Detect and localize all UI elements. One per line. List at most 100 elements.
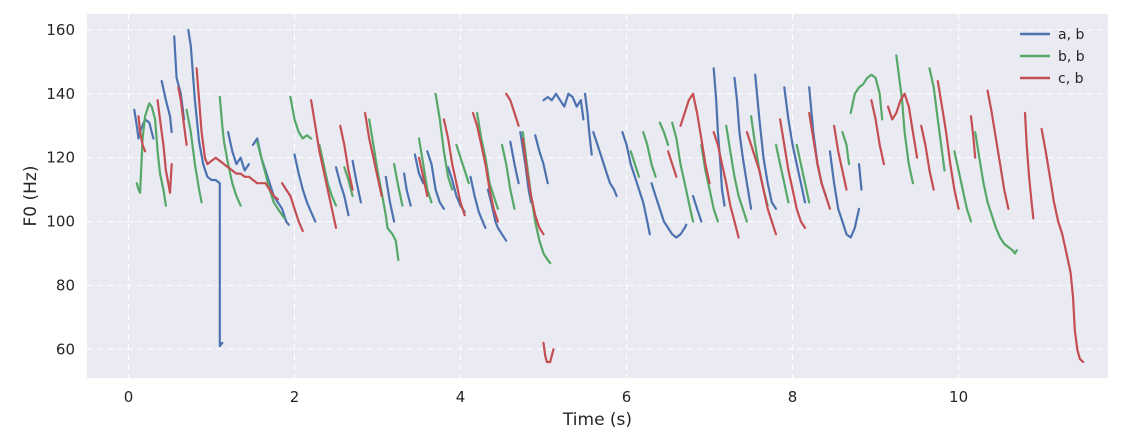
series-line-segment (521, 137, 545, 236)
series-3 (137, 67, 1085, 364)
series-line-segment (1023, 111, 1035, 220)
series-line-segment (417, 137, 433, 204)
x-tick-label: 8 (788, 388, 798, 406)
series-line-segment (621, 131, 651, 236)
series-line-segment (725, 124, 749, 223)
series-line-segment (592, 131, 618, 198)
series-line-segment (505, 92, 520, 127)
series-line-segment (177, 86, 188, 146)
legend-label: a, b (1058, 27, 1084, 43)
series-line-segment (808, 111, 832, 210)
x-tick-label: 10 (949, 388, 968, 406)
series-line-segment (658, 121, 670, 146)
series-line-segment (534, 134, 549, 185)
series-line-segment (368, 118, 400, 261)
series-line-segment (666, 150, 678, 178)
y-tick-label: 100 (46, 213, 75, 231)
series-line-segment (857, 163, 863, 191)
series-line-segment (434, 92, 454, 191)
y-tick-label: 80 (56, 276, 75, 294)
series-line-segment (160, 79, 173, 134)
legend-label: c, b (1058, 71, 1084, 87)
x-tick-label: 2 (290, 388, 300, 406)
series-line-segment (334, 166, 350, 217)
series-line-segment (293, 153, 317, 223)
series-line-segment (343, 166, 354, 198)
series-line-segment (832, 124, 848, 191)
series-line-segment (339, 124, 354, 191)
series-line-segment (828, 150, 861, 239)
series-line-segment (712, 131, 740, 239)
series-line-segment (642, 131, 657, 178)
series-line-segment (318, 143, 338, 207)
series-line-segment (289, 95, 313, 140)
x-tick-label: 4 (456, 388, 466, 406)
series-line-segment (795, 143, 811, 204)
series-line-segment (310, 99, 338, 229)
series-line-segment (135, 102, 167, 207)
x-tick-label: 0 (124, 388, 134, 406)
series-line-segment (486, 188, 508, 242)
series-line-segment (733, 76, 753, 210)
y-tick-label: 60 (56, 340, 75, 358)
series-line-segment (185, 108, 203, 204)
tick-labels: 0 2 4 6 8 10 60 80 100 120 140 160 (46, 21, 968, 406)
y-tick-label: 140 (46, 85, 75, 103)
series-line-segment (351, 159, 362, 204)
series-line-segment (500, 143, 516, 210)
series-line-segment (509, 140, 520, 185)
series-line-segment (455, 143, 470, 185)
series-line-segment (403, 172, 412, 207)
x-axis-label: Time (s) (562, 410, 632, 430)
series-line-segment (393, 163, 404, 207)
series-line-segment (413, 153, 425, 185)
series-line-segment (218, 95, 242, 207)
series-line-segment (364, 111, 383, 198)
series-line-segment (384, 175, 396, 223)
series-line-segment (986, 89, 1010, 210)
series-line-segment (691, 194, 703, 223)
series-line-segment (920, 124, 935, 191)
series-line-segment (745, 131, 778, 236)
series-line-segment (778, 118, 807, 229)
series-line-segment (227, 131, 250, 172)
series-line-segment (974, 131, 1018, 255)
x-tick-label: 6 (622, 388, 632, 406)
series-line-segment (195, 67, 279, 201)
y-axis-label: F0 (Hz) (21, 166, 41, 227)
series-line-segment (679, 92, 711, 185)
series-line-segment (426, 150, 445, 210)
series-line-segment (886, 92, 919, 159)
legend-label: b, b (1058, 49, 1085, 65)
series-line-segment (783, 86, 807, 204)
series-line-segment (471, 111, 499, 223)
series-line-segment (671, 121, 695, 223)
series-line-segment (754, 73, 778, 210)
series-line-segment (156, 99, 173, 194)
series-line-segment (137, 115, 147, 153)
series-line-segment (281, 182, 304, 233)
series-line-segment (469, 175, 487, 229)
series-line-segment (133, 108, 155, 140)
series-line-segment (849, 73, 884, 121)
grid-lines (87, 14, 1108, 378)
series-line-segment (542, 341, 555, 364)
series-line-segment (928, 67, 946, 172)
series-lines (133, 28, 1085, 364)
y-tick-label: 160 (46, 21, 75, 39)
series-line-segment (629, 150, 641, 178)
series-line-segment (895, 54, 915, 185)
series-line-segment (870, 99, 886, 166)
series-line-segment (256, 140, 286, 220)
series-line-segment (936, 79, 960, 210)
series-line-segment (1040, 127, 1085, 364)
series-line-segment (841, 131, 851, 166)
series-line-segment (969, 115, 977, 159)
legend: a, b b, b c, b (1020, 27, 1085, 87)
series-line-segment (774, 143, 790, 204)
series-line-segment (187, 28, 224, 348)
series-line-segment (583, 92, 593, 156)
series-line-segment (442, 118, 466, 217)
